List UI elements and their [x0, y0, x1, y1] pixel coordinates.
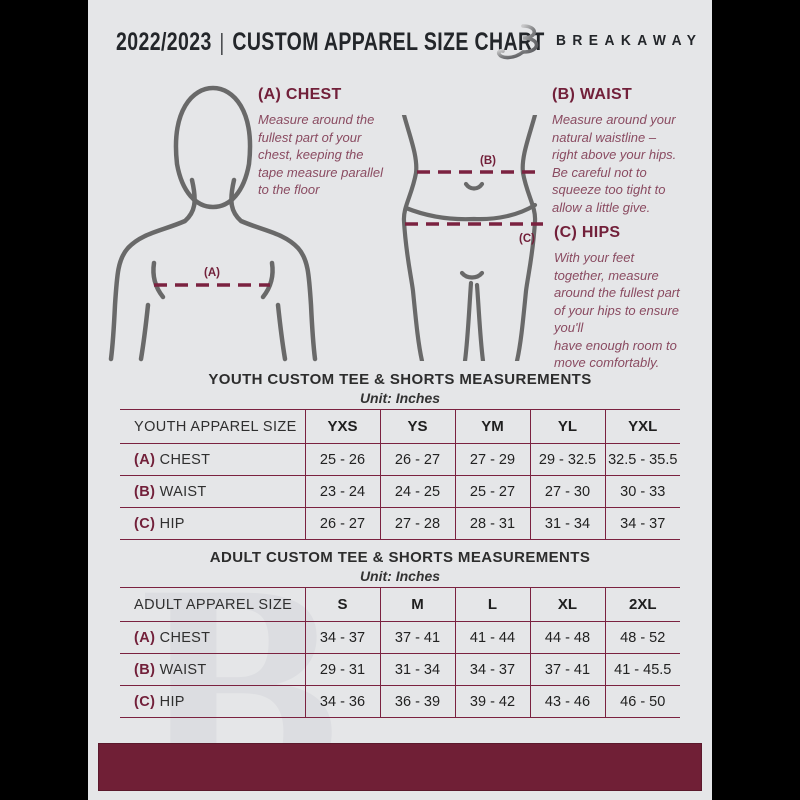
measurement-value-cell: 23 - 24: [304, 475, 380, 508]
row-label-prefix: (B): [134, 483, 156, 500]
measurement-value-cell: 34 - 37: [454, 653, 530, 686]
row-label-prefix: (C): [134, 693, 156, 710]
waist-heading: (B) WAIST: [552, 86, 633, 103]
hips-instructions: (C) HIPS With your feet together, measur…: [554, 224, 712, 372]
measurement-row-label: (B) WAIST: [120, 475, 305, 508]
waist-hips-figure-illustration: (B) (C): [401, 115, 543, 361]
measurement-value-cell: 39 - 42: [454, 685, 530, 718]
measurement-row-label: (B) WAIST: [120, 653, 305, 686]
measurement-value-cell: 30 - 33: [604, 475, 680, 508]
measurement-row-label: (C) HIP: [120, 507, 305, 540]
youth-table-title: YOUTH CUSTOM TEE & SHORTS MEASUREMENTS: [208, 371, 592, 388]
row-label-text: WAIST: [155, 661, 207, 678]
title-year: 2022/2023: [116, 28, 212, 56]
measurement-value-cell: 48 - 52: [604, 621, 680, 654]
row-label-prefix: (A): [134, 629, 156, 646]
measurement-value-cell: 37 - 41: [529, 653, 605, 686]
measurement-value-cell: 46 - 50: [604, 685, 680, 718]
row-label-prefix: (B): [134, 661, 156, 678]
document-page: B 2022/2023 | CUSTOM APPAREL SIZE CHART BR…: [88, 0, 712, 800]
hips-marker-label: (C): [519, 233, 535, 245]
masthead: 2022/2023 | CUSTOM APPAREL SIZE CHART BREA…: [88, 0, 712, 76]
adult-table-title: ADULT CUSTOM TEE & SHORTS MEASUREMENTS: [209, 549, 591, 566]
measurement-value-cell: 31 - 34: [529, 507, 605, 540]
brand-name: BREAKAWAY: [556, 32, 703, 49]
measurement-value-cell: 29 - 31: [304, 653, 380, 686]
breakaway-logo-icon: [496, 20, 539, 60]
title-divider: |: [219, 29, 225, 55]
measurement-value-cell: 36 - 39: [379, 685, 455, 718]
size-column-header: YS: [379, 409, 455, 444]
size-column-header: 2XL: [604, 587, 680, 622]
measurement-value-cell: 25 - 27: [454, 475, 530, 508]
measurement-value-cell: 25 - 26: [304, 443, 380, 476]
measurement-value-cell: 41 - 44: [454, 621, 530, 654]
measurement-value-cell: 43 - 46: [529, 685, 605, 718]
waist-body: Measure around your natural waistline – …: [552, 112, 677, 215]
size-column-header: M: [379, 587, 455, 622]
measurement-diagram: (A) (B) (C) (A) CHEST Measure around the…: [88, 80, 712, 374]
row-label-text: HIP: [155, 693, 185, 710]
measurement-value-cell: 34 - 37: [604, 507, 680, 540]
measurement-value-cell: 27 - 30: [529, 475, 605, 508]
size-column-header: XL: [529, 587, 605, 622]
table-row: (B) WAIST 29 - 31 31 - 34 34 - 37 37 - 41 41 …: [120, 653, 680, 686]
table-header-row: ADULT APPAREL SIZE S M L XL 2XL: [120, 587, 680, 622]
table-row: (B) WAIST 23 - 24 24 - 25 25 - 27 27 - 30 30 …: [120, 475, 680, 508]
size-column-header: YXS: [304, 409, 380, 444]
measurement-value-cell: 27 - 29: [454, 443, 530, 476]
adult-table-unit: Unit: Inches: [359, 568, 441, 584]
measurement-row-label: (A) CHEST: [120, 443, 305, 476]
apparel-size-label-cell: YOUTH APPAREL SIZE: [120, 409, 305, 444]
size-column-header: L: [454, 587, 530, 622]
row-label-text: CHEST: [155, 451, 211, 468]
measurement-value-cell: 32.5 - 35.5: [604, 443, 680, 476]
measurement-value-cell: 31 - 34: [379, 653, 455, 686]
adult-size-table: ADULT APPAREL SIZE S M L XL 2XL (A) CHEST 34 - …: [120, 587, 680, 718]
chest-instructions: (A) CHEST Measure around the fullest par…: [258, 86, 406, 199]
measurement-value-cell: 28 - 31: [454, 507, 530, 540]
table-row: (A) CHEST 25 - 26 26 - 27 27 - 29 29 - 32.5 3…: [120, 443, 680, 476]
size-column-header: YXL: [604, 409, 680, 444]
row-label-text: HIP: [155, 515, 185, 532]
row-label-prefix: (A): [134, 451, 156, 468]
measurement-value-cell: 27 - 28: [379, 507, 455, 540]
title-text: CUSTOM APPAREL SIZE CHART: [232, 28, 545, 56]
hips-body: With your feet together, measure around …: [554, 250, 680, 371]
measurement-value-cell: 44 - 48: [529, 621, 605, 654]
waist-instructions: (B) WAIST Measure around your natural wa…: [552, 86, 704, 216]
measurement-value-cell: 34 - 37: [304, 621, 380, 654]
footer-accent-bar: [98, 743, 702, 791]
row-label-text: WAIST: [155, 483, 207, 500]
measurement-value-cell: 34 - 36: [304, 685, 380, 718]
youth-table-unit: Unit: Inches: [359, 390, 441, 406]
table-row: (C) HIP 26 - 27 27 - 28 28 - 31 31 - 34 34 - …: [120, 507, 680, 540]
size-column-header: YM: [454, 409, 530, 444]
measurement-value-cell: 26 - 27: [304, 507, 380, 540]
measurement-row-label: (A) CHEST: [120, 621, 305, 654]
table-row: (A) CHEST 34 - 37 37 - 41 41 - 44 44 - 48 48 …: [120, 621, 680, 654]
measurement-value-cell: 41 - 45.5: [604, 653, 680, 686]
measurement-value-cell: 24 - 25: [379, 475, 455, 508]
apparel-size-label-cell: ADULT APPAREL SIZE: [120, 587, 305, 622]
measurement-row-label: (C) HIP: [120, 685, 305, 718]
measurement-value-cell: 37 - 41: [379, 621, 455, 654]
table-row: (C) HIP 34 - 36 36 - 39 39 - 42 43 - 46 46 - …: [120, 685, 680, 718]
chest-heading: (A) CHEST: [258, 86, 342, 103]
page-title: 2022/2023 | CUSTOM APPAREL SIZE CHART: [116, 28, 545, 57]
youth-size-table: YOUTH APPAREL SIZE YXS YS YM YL YXL (A) CHEST 2…: [120, 409, 680, 540]
row-label-prefix: (C): [134, 515, 156, 532]
torso-figure-illustration: (A): [108, 85, 318, 362]
chest-marker-label: (A): [204, 267, 220, 279]
size-column-header: YL: [529, 409, 605, 444]
measurement-value-cell: 29 - 32.5: [529, 443, 605, 476]
row-label-text: CHEST: [155, 629, 211, 646]
measurement-value-cell: 26 - 27: [379, 443, 455, 476]
waist-marker-label: (B): [480, 155, 496, 167]
size-column-header: S: [304, 587, 380, 622]
table-header-row: YOUTH APPAREL SIZE YXS YS YM YL YXL: [120, 409, 680, 444]
chest-body: Measure around the fullest part of your …: [258, 112, 384, 198]
hips-heading: (C) HIPS: [554, 224, 621, 241]
